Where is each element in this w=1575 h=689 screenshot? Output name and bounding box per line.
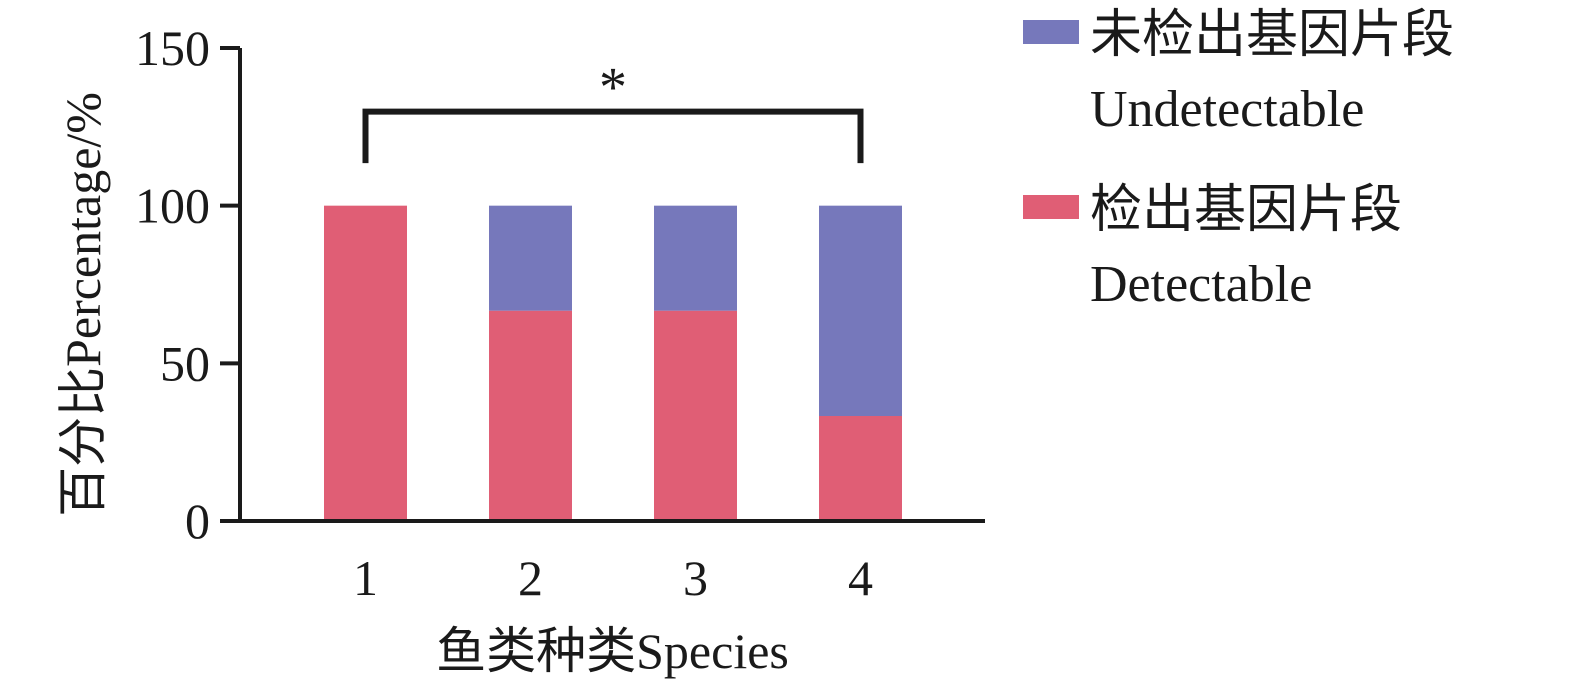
y-tick-label: 100 xyxy=(135,178,210,234)
legend-label-en-detectable: Detectable xyxy=(1090,256,1312,313)
significance-bracket xyxy=(362,108,864,164)
x-axis-title: 鱼类种类Species xyxy=(436,623,789,679)
y-tick-label: 150 xyxy=(135,20,210,76)
legend-label-cn-detectable: 检出基因片段 xyxy=(1090,182,1402,239)
plot-area: 0 50 100 150 1 2 3 4 * xyxy=(135,20,985,606)
legend: 未检出基因片段 Undetectable 检出基因片段 Detectable xyxy=(1023,7,1454,313)
bar-segment-detectable-2 xyxy=(489,310,572,521)
x-tick-label: 4 xyxy=(848,550,873,606)
x-tick-label: 2 xyxy=(518,550,543,606)
legend-label-cn-undetectable: 未检出基因片段 xyxy=(1090,7,1454,64)
bar-segment-undetectable-4 xyxy=(819,205,902,416)
bar-segment-detectable-1 xyxy=(324,205,407,521)
y-tick-label: 0 xyxy=(185,493,210,549)
bar-segment-detectable-3 xyxy=(654,310,737,521)
bar-segment-undetectable-3 xyxy=(654,205,737,311)
x-tick-label: 3 xyxy=(683,550,708,606)
significance-marker: * xyxy=(599,57,627,119)
bar-segment-undetectable-2 xyxy=(489,205,572,311)
legend-label-en-undetectable: Undetectable xyxy=(1090,81,1364,138)
x-tick-label: 1 xyxy=(353,550,378,606)
bar-segment-detectable-4 xyxy=(819,415,902,521)
legend-swatch-undetectable xyxy=(1023,20,1079,44)
y-axis-title: 百分比Percentage/% xyxy=(55,92,111,517)
legend-swatch-detectable xyxy=(1023,195,1079,219)
y-tick-label: 50 xyxy=(160,335,210,391)
